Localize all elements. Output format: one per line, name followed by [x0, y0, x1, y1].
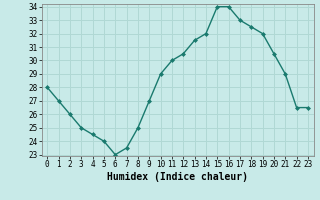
X-axis label: Humidex (Indice chaleur): Humidex (Indice chaleur) — [107, 172, 248, 182]
